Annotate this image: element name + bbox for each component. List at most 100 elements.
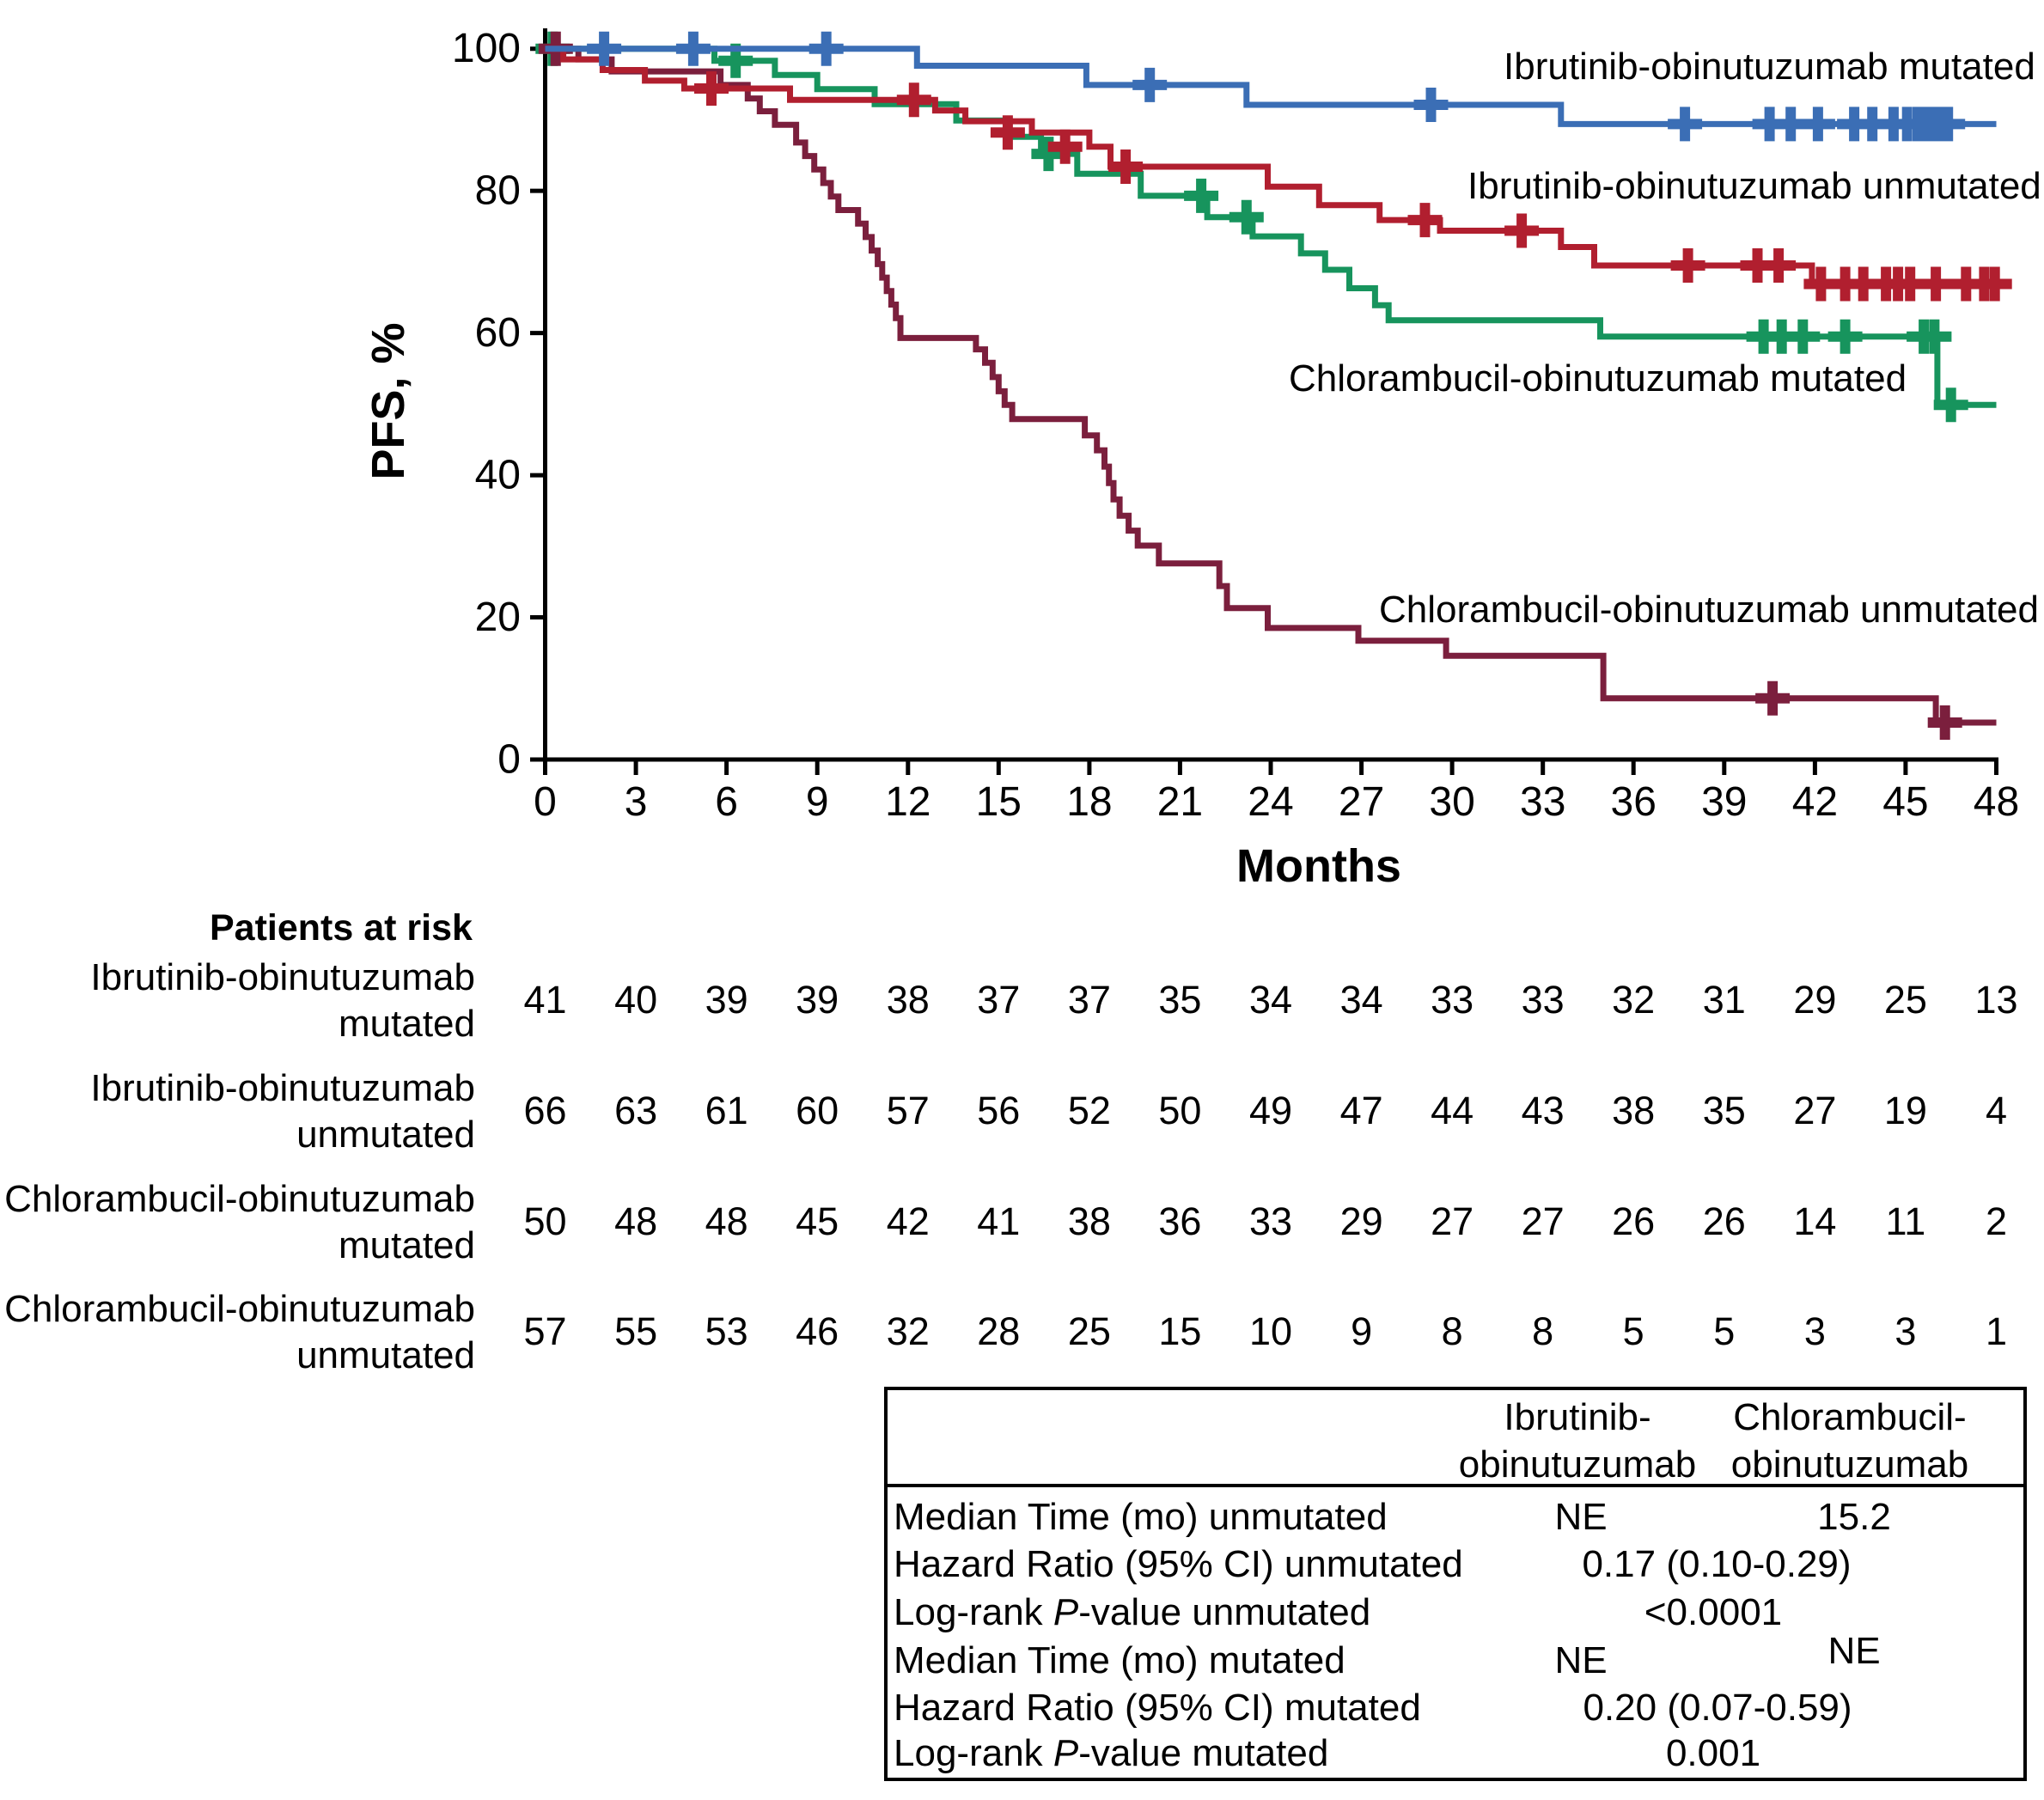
svg-text:20: 20	[475, 595, 521, 640]
svg-text:38: 38	[1068, 1199, 1111, 1243]
svg-text:42: 42	[887, 1199, 930, 1243]
svg-text:38: 38	[1612, 1089, 1655, 1132]
svg-text:0.001: 0.001	[1666, 1732, 1760, 1774]
svg-text:<0.0001: <0.0001	[1644, 1591, 1782, 1633]
svg-text:100: 100	[452, 26, 521, 71]
svg-text:48: 48	[1974, 779, 2019, 825]
svg-text:3: 3	[1804, 1309, 1826, 1353]
svg-text:38: 38	[887, 978, 930, 1022]
svg-text:Hazard Ratio (95% CI) mutated: Hazard Ratio (95% CI) mutated	[894, 1687, 1421, 1729]
svg-text:47: 47	[1340, 1089, 1383, 1132]
svg-text:37: 37	[1068, 978, 1111, 1022]
svg-text:mutated: mutated	[339, 1003, 475, 1045]
svg-text:0.17 (0.10-0.29): 0.17 (0.10-0.29)	[1582, 1543, 1851, 1585]
svg-text:57: 57	[887, 1089, 930, 1132]
svg-text:57: 57	[523, 1309, 566, 1353]
svg-text:Log-rank P-value unmutated: Log-rank P-value unmutated	[894, 1591, 1370, 1633]
svg-text:obinutuzumab: obinutuzumab	[1731, 1443, 1968, 1486]
svg-text:80: 80	[475, 168, 521, 214]
svg-text:3: 3	[1895, 1309, 1916, 1353]
svg-text:Hazard Ratio (95% CI) unmutate: Hazard Ratio (95% CI) unmutated	[894, 1543, 1463, 1585]
svg-text:Chlorambucil-obinutuzumab: Chlorambucil-obinutuzumab	[4, 1178, 475, 1220]
svg-text:Patients at risk: Patients at risk	[210, 907, 473, 949]
svg-text:24: 24	[1248, 779, 1293, 825]
svg-text:39: 39	[796, 978, 839, 1022]
svg-text:Median Time (mo) mutated: Median Time (mo) mutated	[894, 1639, 1345, 1681]
svg-text:63: 63	[614, 1089, 657, 1132]
svg-text:NE: NE	[1554, 1496, 1607, 1538]
svg-text:34: 34	[1340, 978, 1383, 1022]
svg-text:66: 66	[523, 1089, 566, 1132]
svg-text:14: 14	[1793, 1199, 1836, 1243]
svg-text:8: 8	[1532, 1309, 1553, 1353]
svg-text:10: 10	[1249, 1309, 1292, 1353]
svg-text:0: 0	[497, 737, 521, 783]
svg-text:9: 9	[806, 779, 829, 825]
svg-text:35: 35	[1158, 978, 1201, 1022]
svg-text:5: 5	[1623, 1309, 1644, 1353]
svg-text:0.20 (0.07-0.59): 0.20 (0.07-0.59)	[1583, 1687, 1852, 1729]
svg-text:Chlorambucil-obinutuzumab unmu: Chlorambucil-obinutuzumab unmutated	[1379, 589, 2039, 631]
svg-text:28: 28	[977, 1309, 1020, 1353]
svg-text:25: 25	[1068, 1309, 1111, 1353]
svg-text:50: 50	[523, 1199, 566, 1243]
svg-text:Chlorambucil-obinutuzumab: Chlorambucil-obinutuzumab	[4, 1288, 475, 1330]
svg-text:26: 26	[1612, 1199, 1655, 1243]
svg-text:48: 48	[614, 1199, 657, 1243]
svg-text:36: 36	[1158, 1199, 1201, 1243]
svg-text:6: 6	[715, 779, 738, 825]
svg-text:33: 33	[1431, 978, 1474, 1022]
svg-text:49: 49	[1249, 1089, 1292, 1132]
svg-text:40: 40	[614, 978, 657, 1022]
svg-text:Ibrutinib-obinutuzumab: Ibrutinib-obinutuzumab	[90, 956, 475, 998]
svg-text:27: 27	[1431, 1199, 1474, 1243]
svg-text:29: 29	[1340, 1199, 1383, 1243]
svg-text:30: 30	[1429, 779, 1474, 825]
svg-text:27: 27	[1793, 1089, 1836, 1132]
svg-text:NE: NE	[1827, 1630, 1880, 1672]
svg-text:Chlorambucil-obinutuzumab muta: Chlorambucil-obinutuzumab mutated	[1289, 357, 1907, 400]
svg-text:Log-rank P-value mutated: Log-rank P-value mutated	[894, 1732, 1328, 1774]
svg-text:2: 2	[1986, 1199, 2007, 1243]
svg-text:26: 26	[1703, 1199, 1746, 1243]
svg-text:43: 43	[1522, 1089, 1565, 1132]
svg-text:55: 55	[614, 1309, 657, 1353]
svg-text:12: 12	[885, 779, 930, 825]
svg-text:25: 25	[1884, 978, 1927, 1022]
svg-text:15.2: 15.2	[1817, 1496, 1891, 1538]
svg-text:Median Time (mo) unmutated: Median Time (mo) unmutated	[894, 1496, 1388, 1538]
svg-text:8: 8	[1442, 1309, 1463, 1353]
svg-text:50: 50	[1158, 1089, 1201, 1132]
svg-text:18: 18	[1066, 779, 1112, 825]
svg-text:19: 19	[1884, 1089, 1927, 1132]
svg-text:4: 4	[1986, 1089, 2007, 1132]
svg-text:36: 36	[1611, 779, 1657, 825]
svg-text:53: 53	[705, 1309, 748, 1353]
svg-text:60: 60	[475, 310, 521, 356]
svg-text:45: 45	[796, 1199, 839, 1243]
svg-text:Months: Months	[1236, 840, 1401, 892]
svg-text:46: 46	[796, 1309, 839, 1353]
svg-text:Ibrutinib-obinutuzumab unmutat: Ibrutinib-obinutuzumab unmutated	[1467, 165, 2041, 207]
svg-text:unmutated: unmutated	[296, 1114, 475, 1156]
svg-text:Ibrutinib-obinutuzumab mutated: Ibrutinib-obinutuzumab mutated	[1504, 46, 2035, 88]
svg-text:61: 61	[705, 1089, 748, 1132]
svg-text:39: 39	[705, 978, 748, 1022]
svg-text:mutated: mutated	[339, 1224, 475, 1266]
svg-text:31: 31	[1703, 978, 1746, 1022]
svg-text:27: 27	[1339, 779, 1384, 825]
svg-text:56: 56	[977, 1089, 1020, 1132]
svg-text:39: 39	[1701, 779, 1747, 825]
svg-text:11: 11	[1886, 1199, 1926, 1243]
svg-text:41: 41	[977, 1199, 1020, 1243]
svg-text:33: 33	[1522, 978, 1565, 1022]
svg-text:15: 15	[1158, 1309, 1201, 1353]
svg-text:32: 32	[887, 1309, 930, 1353]
svg-text:13: 13	[1974, 978, 2017, 1022]
svg-text:45: 45	[1882, 779, 1928, 825]
svg-text:60: 60	[796, 1089, 839, 1132]
svg-text:37: 37	[977, 978, 1020, 1022]
svg-text:34: 34	[1249, 978, 1292, 1022]
svg-text:32: 32	[1612, 978, 1655, 1022]
svg-text:52: 52	[1068, 1089, 1111, 1132]
